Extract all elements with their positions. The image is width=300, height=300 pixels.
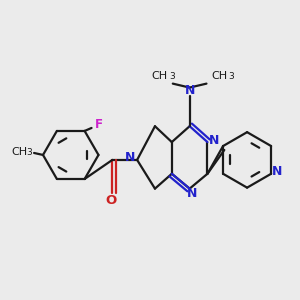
Text: 3: 3 [228,72,234,81]
Text: N: N [209,134,220,147]
Text: O: O [106,194,117,207]
Text: N: N [272,165,282,178]
Text: CH: CH [152,71,168,81]
Text: N: N [125,152,135,164]
Text: F: F [94,118,103,131]
Text: CH: CH [211,71,227,81]
Text: CH: CH [11,147,27,157]
Text: N: N [184,84,195,97]
Text: 3: 3 [26,148,32,158]
Text: N: N [186,187,197,200]
Text: 3: 3 [169,72,175,81]
